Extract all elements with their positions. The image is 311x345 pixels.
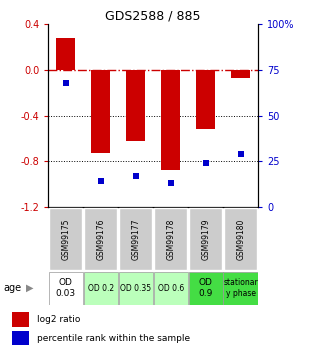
Text: GSM99175: GSM99175	[61, 218, 70, 260]
Text: GSM99179: GSM99179	[201, 218, 210, 260]
Text: OD
0.9: OD 0.9	[198, 278, 213, 298]
Bar	[84, 208, 118, 269]
Bar	[49, 208, 82, 269]
Point	[133, 173, 138, 179]
Bar	[196, 70, 215, 129]
Text: log2 ratio: log2 ratio	[37, 315, 81, 324]
Title: GDS2588 / 885: GDS2588 / 885	[105, 10, 201, 23]
Text: GSM99176: GSM99176	[96, 218, 105, 260]
Bar	[49, 272, 83, 305]
Text: GSM99178: GSM99178	[166, 218, 175, 259]
Text: GSM99180: GSM99180	[236, 218, 245, 259]
Point	[203, 160, 208, 166]
Text: OD 0.35: OD 0.35	[120, 284, 151, 293]
Bar	[161, 70, 180, 170]
Bar	[126, 70, 145, 141]
Bar	[119, 208, 152, 269]
Text: OD 0.6: OD 0.6	[158, 284, 184, 293]
Bar	[118, 272, 153, 305]
Point	[98, 179, 103, 184]
Text: OD
0.03: OD 0.03	[56, 278, 76, 298]
Bar	[154, 208, 188, 269]
Bar	[12, 332, 29, 345]
Bar	[84, 272, 118, 305]
Bar	[224, 208, 258, 269]
Text: stationar
y phase: stationar y phase	[223, 278, 258, 298]
Bar	[189, 208, 222, 269]
Text: GSM99177: GSM99177	[131, 218, 140, 260]
Text: ▶: ▶	[26, 283, 34, 293]
Bar	[12, 312, 29, 327]
Bar	[224, 272, 258, 305]
Text: age: age	[3, 283, 21, 293]
Bar	[188, 272, 223, 305]
Point	[63, 80, 68, 86]
Text: OD 0.2: OD 0.2	[88, 284, 114, 293]
Bar	[231, 70, 250, 78]
Bar	[154, 272, 188, 305]
Bar	[56, 38, 75, 70]
Text: percentile rank within the sample: percentile rank within the sample	[37, 334, 191, 343]
Point	[168, 180, 173, 186]
Bar	[91, 70, 110, 153]
Point	[238, 151, 243, 157]
